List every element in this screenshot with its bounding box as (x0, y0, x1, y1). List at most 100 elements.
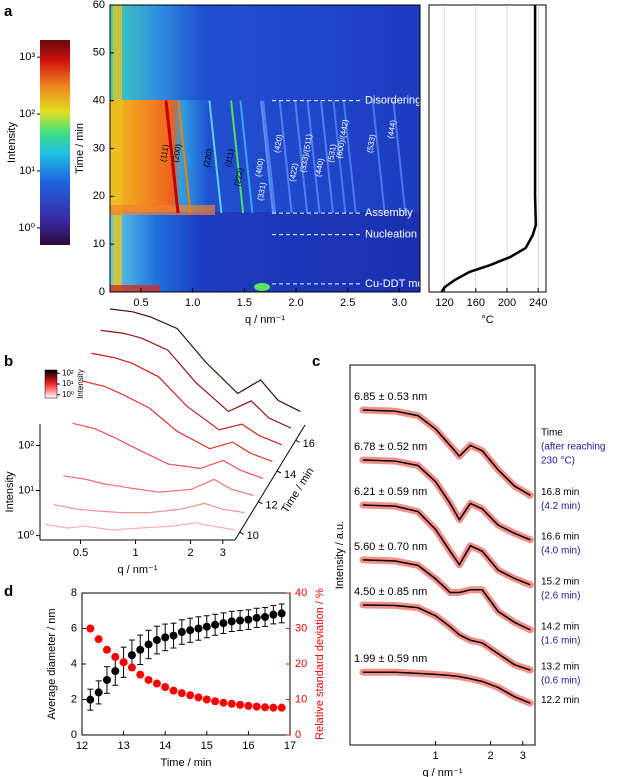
fit-curve (362, 604, 531, 671)
peak-label: (422) (288, 162, 300, 182)
peak-streak (177, 100, 192, 214)
marker (177, 628, 186, 637)
peak-label: (311) (224, 148, 236, 168)
x-tick-label: 12 (76, 740, 88, 752)
colorbar (40, 40, 70, 245)
fit-curve (362, 459, 531, 541)
x-tick-label: 1.5 (237, 297, 252, 309)
size-label: 6.78 ± 0.52 nm (354, 441, 427, 453)
peak-label: (400) (254, 157, 266, 177)
time-label: 16.8 min (541, 487, 579, 498)
peak-streak (342, 100, 357, 214)
x-tick-label: 1 (133, 547, 139, 559)
marker (177, 689, 186, 698)
marker (227, 617, 236, 626)
x-tick-label: 16 (242, 740, 254, 752)
x-tick-label: 2.0 (288, 297, 303, 309)
peak-label: (111) (159, 143, 171, 162)
marker (261, 612, 270, 621)
intensity-curve (91, 352, 282, 446)
x-tick-label: 240 (529, 297, 547, 309)
fit-curve (362, 409, 531, 496)
heatmap-streak (113, 5, 122, 292)
marker (102, 645, 111, 654)
marker (277, 703, 286, 712)
marker (94, 688, 103, 697)
marker (269, 610, 278, 619)
x-axis-label: q / nm⁻¹ (245, 314, 285, 326)
y-tick-label: 8 (71, 587, 77, 599)
legend-header: Time (541, 428, 563, 439)
z-tick-label: 16 (303, 438, 315, 450)
panel-label: b (4, 353, 13, 370)
y-tick-label: 0 (71, 729, 77, 741)
marker (161, 633, 170, 642)
peak-label: (531) (326, 143, 338, 163)
x-tick-label: 3.0 (392, 297, 407, 309)
x-tick-label: 13 (117, 740, 129, 752)
plot-frame (349, 364, 536, 746)
intensity-curve (72, 422, 264, 479)
y-tick-label: 30 (93, 142, 105, 154)
x-tick-label: 0.5 (73, 547, 88, 559)
marker (219, 698, 228, 707)
panel-label: d (4, 583, 13, 600)
y-axis-label: Intensity (4, 471, 16, 512)
y-tick-label: 20 (93, 190, 105, 202)
time-label: 16.6 min (541, 531, 579, 542)
marker (269, 703, 278, 712)
marker (277, 609, 286, 618)
peak-streak (294, 100, 309, 214)
peak-streak (278, 100, 293, 214)
marker (136, 645, 145, 654)
panel-label: c (312, 353, 320, 370)
marker (227, 699, 236, 708)
peak-label: (533) (365, 133, 377, 153)
marker (119, 658, 128, 667)
legend-header: (after reaching (541, 442, 605, 453)
marker (169, 686, 178, 695)
peak-streak (239, 100, 254, 214)
peak-streak (306, 100, 321, 214)
marker (252, 702, 261, 711)
y-tick-label: 0 (99, 286, 105, 298)
marker (152, 679, 161, 688)
marker (244, 701, 253, 710)
peak-label: (222) (233, 167, 245, 187)
time-after-label: (4.0 min) (541, 545, 580, 556)
marker (236, 616, 245, 625)
marker (127, 651, 136, 660)
marker (86, 695, 95, 704)
marker (261, 703, 270, 712)
time-label: 13.2 min (541, 662, 579, 673)
z-tick (239, 531, 244, 535)
size-label: 4.50 ± 0.85 nm (354, 586, 427, 598)
x-tick-label: 200 (498, 297, 516, 309)
z-tick (258, 501, 263, 505)
marker (127, 663, 136, 672)
peak-streak (371, 100, 386, 214)
peak-label: (331) (256, 181, 268, 201)
marker (202, 622, 211, 631)
colorbar-label: Intensity (76, 369, 85, 399)
y-tick-label: 10¹ (18, 484, 34, 496)
fit-curve (362, 671, 531, 704)
x-tick-label: 1.0 (185, 297, 200, 309)
heatmap-region (110, 5, 420, 100)
y2-tick-label: 0 (295, 729, 301, 741)
marker (136, 670, 145, 679)
peak-streak (262, 100, 277, 214)
marker (211, 697, 220, 706)
colorbar-tick-label: 10³ (19, 51, 35, 63)
z-tick-label: 14 (284, 469, 296, 481)
time-after-label: (1.6 min) (541, 636, 580, 647)
marker (186, 691, 195, 700)
marker (152, 636, 161, 645)
y2-tick-label: 30 (295, 622, 307, 634)
intensity-curve (53, 502, 245, 514)
time-label: 15.2 min (541, 577, 579, 588)
intensity-curve (63, 475, 254, 497)
marker (194, 693, 203, 702)
x-tick-label: 120 (435, 297, 453, 309)
marker (161, 683, 170, 692)
